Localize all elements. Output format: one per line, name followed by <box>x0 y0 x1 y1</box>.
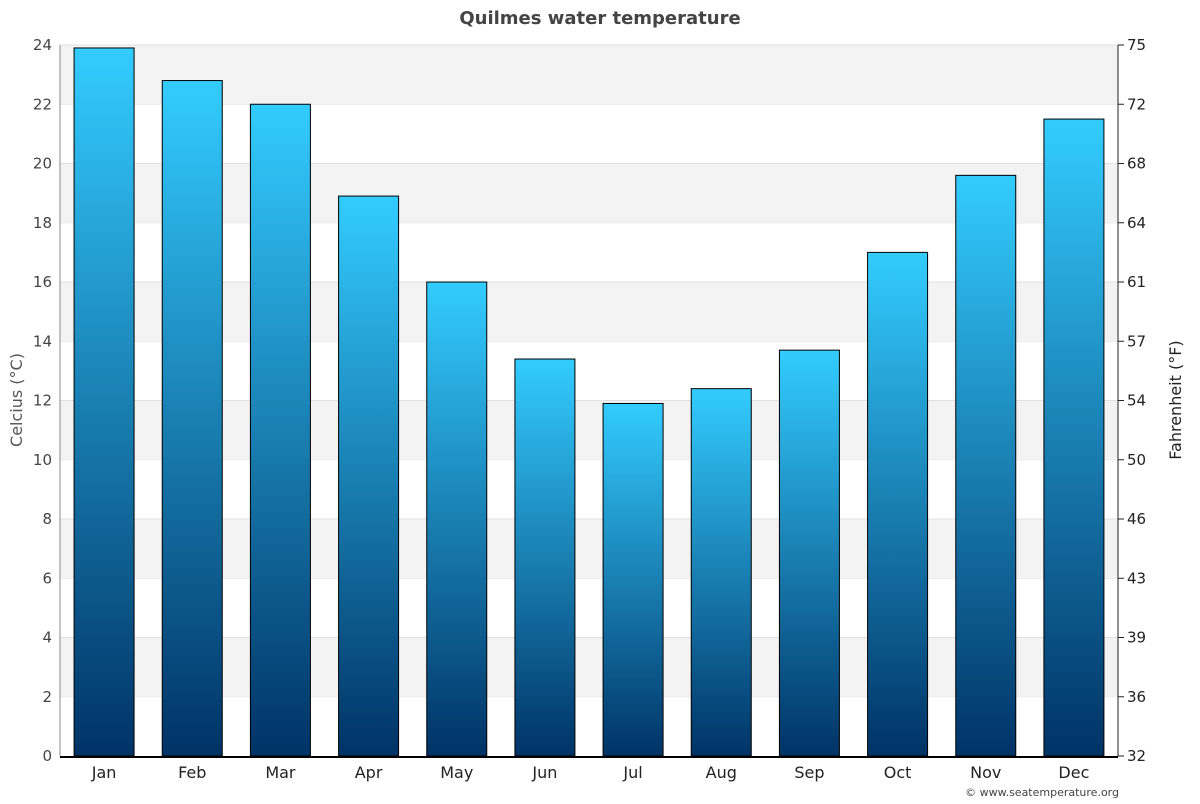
bar-jan <box>73 47 135 757</box>
y-tick-label: 24 <box>33 36 52 54</box>
x-tick-label: Apr <box>355 763 383 782</box>
y2-tick-label: 32 <box>1127 747 1146 765</box>
bar-sep <box>778 349 840 757</box>
x-tick-label: Jun <box>531 763 557 782</box>
grid-band <box>60 45 1118 105</box>
grid-band <box>60 400 1118 460</box>
grid-band <box>60 519 1118 579</box>
bar-nov <box>955 174 1017 757</box>
grid-band <box>60 282 1118 342</box>
y2-tick-label: 57 <box>1127 332 1146 350</box>
y-tick-label: 2 <box>42 688 52 706</box>
bar-may <box>426 281 488 757</box>
y2-tick-label: 75 <box>1127 36 1146 54</box>
credit[interactable]: © www.seatemperature.org <box>965 786 1119 799</box>
bar-dec <box>1043 118 1105 757</box>
y2-tick-label: 54 <box>1127 392 1146 410</box>
x-tick-label: Sep <box>794 763 824 782</box>
x-tick-label: Nov <box>970 763 1001 782</box>
y2-tick-label: 61 <box>1127 273 1146 291</box>
y2-tick-label: 43 <box>1127 569 1146 587</box>
grid-band <box>60 637 1118 697</box>
y-tick-label: 22 <box>33 95 52 113</box>
bar-feb <box>161 80 223 757</box>
y-tick-label: 16 <box>33 273 52 291</box>
x-tick-label: Mar <box>265 763 296 782</box>
y-tick-label: 0 <box>42 747 52 765</box>
x-tick-label: Dec <box>1058 763 1089 782</box>
y-tick-label: 12 <box>33 392 52 410</box>
x-tick-label: Jan <box>91 763 117 782</box>
x-tick-label: Aug <box>706 763 737 782</box>
bar-jun <box>514 358 576 757</box>
y2-tick-label: 72 <box>1127 95 1146 113</box>
y2-axis-label: Fahrenheit (°F) <box>1166 340 1185 459</box>
bar-oct <box>867 251 929 757</box>
y-tick-label: 20 <box>33 155 52 173</box>
bar-jul <box>602 402 664 757</box>
y-tick-label: 14 <box>33 332 52 350</box>
y2-tick-label: 46 <box>1127 510 1146 528</box>
x-tick-label: May <box>440 763 473 782</box>
y-tick-label: 6 <box>42 569 52 587</box>
y-tick-label: 10 <box>33 451 52 469</box>
y-axis-label: Celcius (°C) <box>7 353 26 447</box>
bar-aug <box>690 388 752 757</box>
y-tick-label: 4 <box>42 629 52 647</box>
x-tick-label: Feb <box>178 763 206 782</box>
chart-title: Quilmes water temperature <box>459 8 740 29</box>
y2-tick-label: 50 <box>1127 451 1146 469</box>
y2-tick-label: 64 <box>1127 214 1146 232</box>
bar-mar <box>249 103 311 757</box>
y-tick-label: 18 <box>33 214 52 232</box>
y2-tick-label: 68 <box>1127 155 1146 173</box>
grid-band <box>60 163 1118 223</box>
y-tick-label: 8 <box>42 510 52 528</box>
y2-tick-label: 39 <box>1127 629 1146 647</box>
x-tick-label: Oct <box>884 763 912 782</box>
x-tick-label: Jul <box>622 763 642 782</box>
y2-tick-label: 36 <box>1127 688 1146 706</box>
bar-apr <box>338 195 400 757</box>
